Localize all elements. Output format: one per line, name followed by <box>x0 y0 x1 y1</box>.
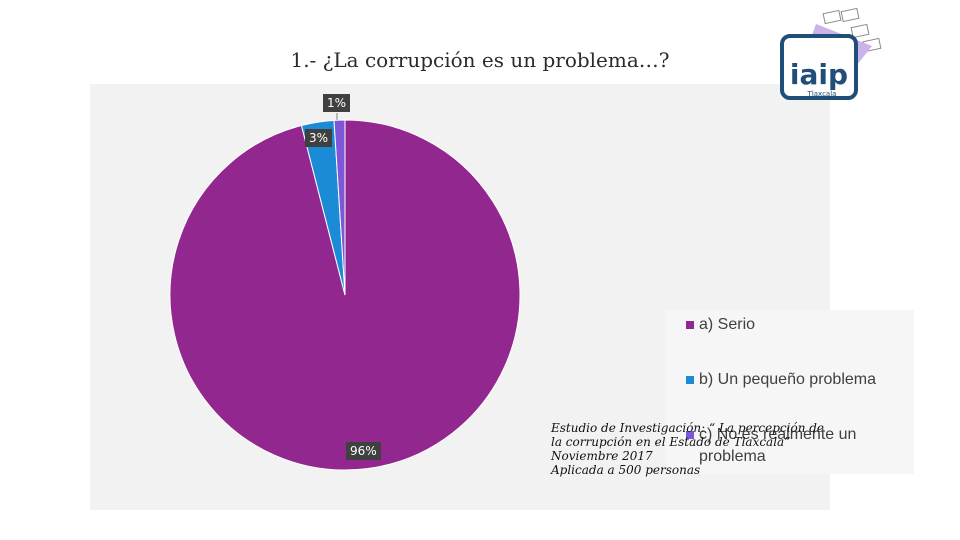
study-note-line-3: Noviembre 2017 <box>551 449 653 463</box>
logo-frame-icon <box>780 34 858 100</box>
legend-label-no-es: c) No es realmente un problema <box>699 426 857 465</box>
legend-item-no-es: c) No es realmente un problema <box>686 424 899 468</box>
study-note-line-2: la corrupción en el Estado de Tlaxcala” <box>551 435 791 449</box>
legend-swatch-no-es <box>686 431 694 439</box>
study-note-line-4: Aplicada a 500 personas <box>551 463 701 477</box>
legend-label-pequeno: b) Un pequeño problema <box>699 371 877 388</box>
logo-subtext: Tlaxcala <box>807 90 837 98</box>
pie-chart <box>169 119 521 471</box>
data-label-pequeno: 3% <box>305 129 333 147</box>
chart-title-text: 1.- ¿La corrupción es un problema…? <box>290 48 670 72</box>
legend-item-serio: a) Serio <box>686 314 899 336</box>
plot-area: 96% 3% 1% a) Serio b) Un pequeño problem… <box>90 84 914 510</box>
pie-slice-no-es <box>333 119 346 296</box>
chart-title: 1.- ¿La corrupción es un problema…? <box>0 48 960 72</box>
data-label-no-es: 1% <box>323 94 351 112</box>
study-note-line-1: Estudio de Investigación: “ La percepció… <box>551 421 825 435</box>
legend-swatch-serio <box>686 321 694 329</box>
legend: a) Serio b) Un pequeño problema c) No es… <box>666 310 914 474</box>
study-note: Estudio de Investigación: “ La percepció… <box>551 421 841 477</box>
legend-item-pequeno: b) Un pequeño problema <box>686 369 899 391</box>
legend-swatch-pequeno <box>686 376 694 384</box>
logo-text: iaip <box>790 58 848 91</box>
iaip-logo: iaip Tlaxcala <box>780 7 882 100</box>
data-label-serio: 96% <box>346 442 381 460</box>
legend-label-serio: a) Serio <box>699 316 756 333</box>
pie-slices <box>169 119 521 471</box>
